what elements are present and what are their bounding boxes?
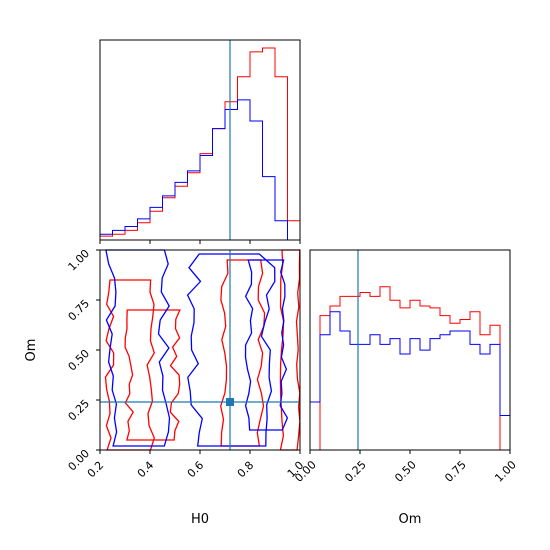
- x-axis-label-h0: H0: [191, 512, 209, 527]
- x-axis-label-om: Om: [399, 512, 422, 527]
- main-xtick-label-0: 0.2: [85, 459, 107, 481]
- om-marginal-panel: 0.00 0.25 0.50 0.75 1.00: [292, 249, 519, 485]
- contour-series-0-region-0: [104, 279, 156, 451]
- main-xtick-label-2: 0.6: [185, 459, 207, 481]
- contour-series-1-region-0: [105, 249, 171, 447]
- om-hist-series-1: [309, 311, 511, 450]
- h0-hist-series-0: [99, 47, 301, 240]
- om-vs-h0-contour-panel: 0.2 0.4 0.6 0.8 1.00.000.250.500.751.00: [66, 247, 307, 480]
- main-ytick-label-2: 0.50: [66, 347, 93, 374]
- main-xtick-label-3: 0.8: [235, 459, 257, 481]
- h0-marginal-frame: [99, 39, 301, 241]
- contour-series-0-region-1: [124, 309, 181, 441]
- y-axis-label-om: Om: [24, 339, 39, 362]
- contour-series-1-region-1: [186, 253, 276, 447]
- om-xtick-label-1: 0.25: [342, 458, 369, 485]
- h0-hist-series-1: [99, 99, 300, 241]
- main-ytick-label-4: 1.00: [66, 247, 93, 274]
- h0-marginal-panel: [99, 39, 301, 244]
- truth-point-marker: [226, 398, 234, 406]
- om-xtick-label-4: 1.00: [492, 458, 519, 485]
- contour-series-1-region-2: [244, 259, 289, 431]
- om-hist-series-0: [310, 286, 510, 451]
- om-xtick-label-2: 0.50: [392, 458, 419, 485]
- main-ytick-label-3: 0.75: [66, 297, 93, 324]
- main-xtick-label-1: 0.4: [135, 459, 157, 481]
- om-xtick-label-3: 0.75: [442, 458, 469, 485]
- main-ytick-label-1: 0.25: [66, 397, 93, 424]
- contour-series-0-region-2: [220, 259, 266, 447]
